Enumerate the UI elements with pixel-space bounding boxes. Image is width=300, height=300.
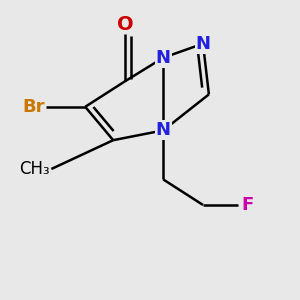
Text: O: O — [117, 14, 133, 34]
Text: N: N — [156, 122, 171, 140]
Text: N: N — [196, 35, 211, 53]
Text: F: F — [241, 196, 254, 214]
Text: Br: Br — [22, 98, 45, 116]
Text: N: N — [156, 49, 171, 67]
Text: CH₃: CH₃ — [19, 160, 50, 178]
